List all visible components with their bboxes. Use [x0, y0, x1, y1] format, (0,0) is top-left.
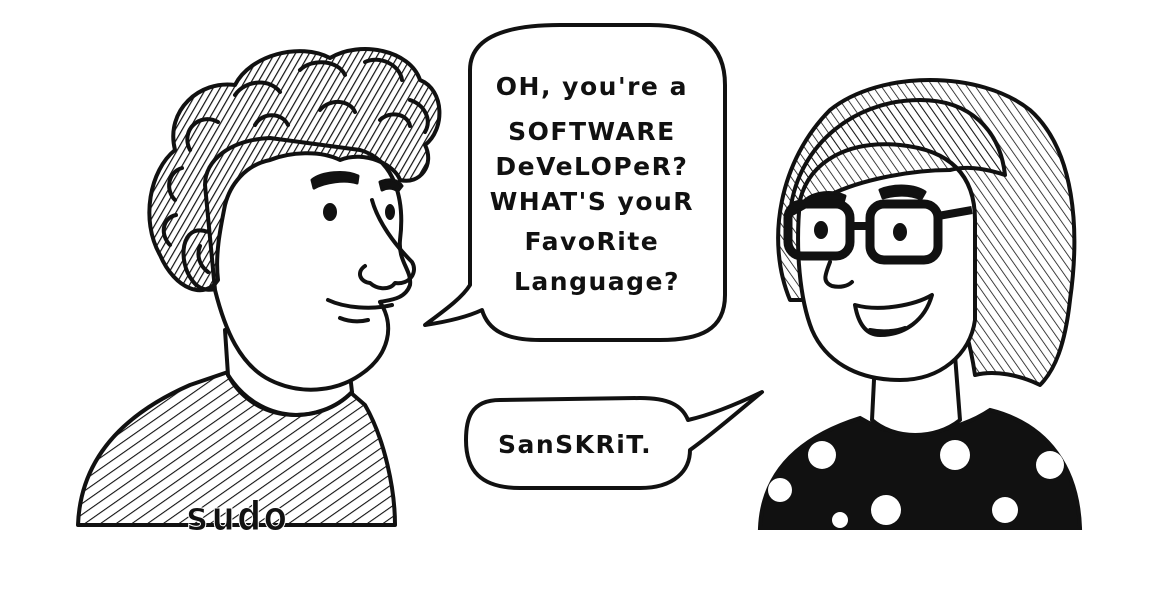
svg-text:OH, you're a SOFTWARE: OH, you're a SOFTWARE DeVeLOPeR? WHAT'S … — [490, 72, 705, 296]
man-mouth — [326, 298, 394, 310]
woman-nose — [823, 260, 854, 289]
man-nose — [358, 198, 416, 291]
woman-mouth — [853, 293, 934, 337]
man-eyebrow — [378, 178, 404, 193]
bubble-outline — [423, 23, 727, 342]
speech-line: WHAT'S youR — [490, 187, 694, 216]
man-eye — [385, 204, 395, 220]
man-eye — [323, 203, 337, 221]
speech-line: OH, you're a — [496, 72, 688, 101]
man-character: sudo — [76, 47, 442, 541]
speech-line: SOFTWARE — [508, 117, 676, 146]
woman-eyebrow — [878, 184, 927, 201]
woman-character — [757, 78, 1083, 530]
shirt-text: sudo — [185, 494, 289, 540]
polka-dots — [768, 440, 1064, 528]
man-eyebrow — [310, 171, 360, 190]
speech-line: DeVeLOPeR? — [495, 152, 688, 181]
glasses-icon — [783, 199, 973, 265]
woman-eye — [893, 223, 907, 241]
woman-speech-bubble: SanSKRiT. — [464, 390, 764, 490]
woman-eye — [814, 221, 828, 239]
speech-line: FavoRite — [525, 227, 660, 256]
speech-line: SanSKRiT. — [498, 430, 652, 459]
man-curly-hair — [147, 47, 442, 293]
man-speech-bubble: OH, you're a SOFTWARE DeVeLOPeR? WHAT'S … — [423, 23, 727, 342]
speech-line: Language? — [514, 267, 680, 296]
bubble-outline — [464, 390, 764, 490]
